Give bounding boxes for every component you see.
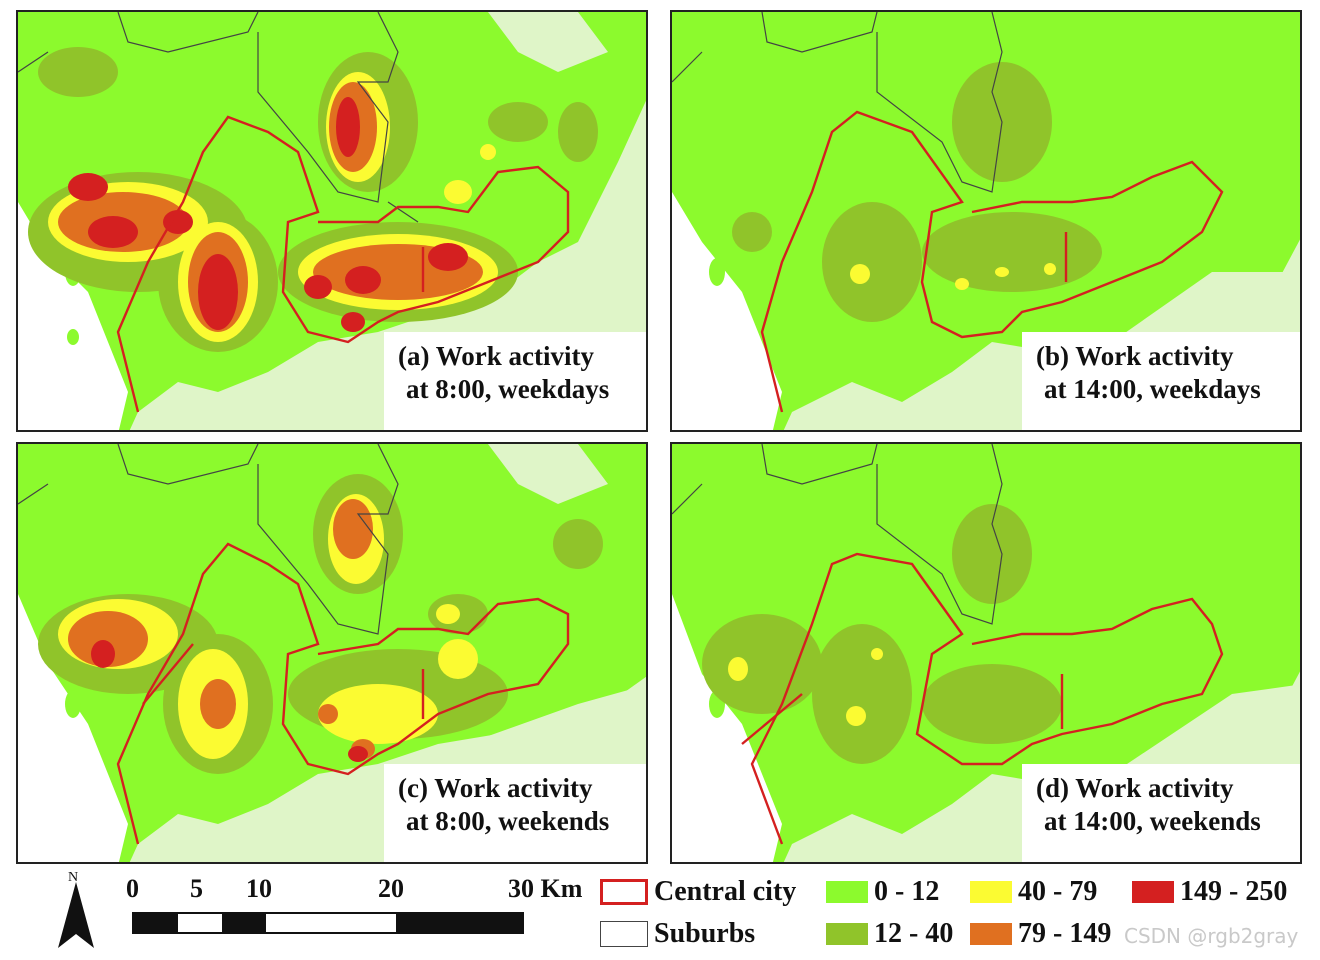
- legend-class-40-79: 40 - 79: [970, 876, 1097, 908]
- class-swatch: [826, 881, 868, 903]
- map-panel-d: (d) Work activity at 14:00, weekends: [670, 442, 1302, 864]
- legend-suburbs: Suburbs: [600, 918, 755, 950]
- heat-level-149-250: [68, 97, 468, 332]
- coast-island: [488, 444, 608, 504]
- watermark: CSDN @rgb2gray: [1124, 924, 1299, 948]
- panel-caption: (a) Work activity at 8:00, weekdays: [384, 332, 646, 430]
- caption-line-1: (b) Work activity: [1036, 341, 1234, 371]
- legend-class-12-40: 12 - 40: [826, 918, 953, 950]
- central-city-border: [760, 110, 1224, 413]
- suburb-border: [672, 444, 1003, 625]
- north-arrow-icon: [58, 882, 94, 948]
- caption-line-2: at 14:00, weekends: [1044, 806, 1261, 836]
- panel-caption: (b) Work activity at 14:00, weekdays: [1022, 332, 1300, 430]
- caption-line-1: (a) Work activity: [398, 341, 594, 371]
- legend-label: 40 - 79: [1018, 876, 1098, 907]
- suburb-border: [18, 444, 399, 635]
- central-city-border: [116, 542, 570, 845]
- scale-tick-30: 30 Km: [508, 874, 583, 903]
- suburb-border: [672, 12, 1003, 193]
- legend-class-0-12: 0 - 12: [826, 876, 939, 908]
- scale-tick-5: 5: [190, 874, 203, 903]
- sea-left: [672, 192, 782, 430]
- panel-caption: (d) Work activity at 14:00, weekends: [1022, 764, 1300, 862]
- caption-line-2: at 8:00, weekends: [406, 806, 610, 836]
- scale-tick-20: 20: [378, 874, 404, 903]
- scale-tick-10: 10: [246, 874, 272, 903]
- class-swatch: [826, 923, 868, 945]
- panel-caption: (c) Work activity at 8:00, weekends: [384, 764, 646, 862]
- scale-bar: [132, 912, 524, 934]
- caption-line-2: at 8:00, weekdays: [406, 374, 610, 404]
- legend-central-city: Central city: [600, 876, 796, 908]
- legend-label: 149 - 250: [1180, 876, 1288, 907]
- coast-island: [488, 12, 608, 72]
- caption-line-2: at 14:00, weekdays: [1044, 374, 1261, 404]
- land-area: [18, 444, 646, 862]
- class-swatch: [1132, 881, 1174, 903]
- legend-label: 0 - 12: [874, 876, 940, 907]
- heat-level-40-79: [728, 648, 883, 726]
- heat-level-12-40: [702, 504, 1062, 764]
- central-city-border: [750, 552, 1224, 845]
- heat-level-149-250: [91, 640, 368, 762]
- central-city-border: [116, 115, 570, 413]
- heat-level-40-79: [850, 263, 1056, 290]
- north-label: N: [68, 870, 79, 885]
- scale-tick-0: 0: [126, 874, 139, 903]
- legend-label: Suburbs: [654, 918, 756, 949]
- heat-level-12-40: [732, 62, 1102, 322]
- class-swatch: [970, 923, 1012, 945]
- map-panel-a: (a) Work activity at 8:00, weekdays: [16, 10, 648, 432]
- sea-left: [672, 594, 782, 862]
- central-city-swatch: [600, 879, 648, 905]
- class-swatch: [970, 881, 1012, 903]
- suburb-border: [18, 12, 419, 223]
- map-panel-c: (c) Work activity at 8:00, weekends: [16, 442, 648, 864]
- caption-line-1: (d) Work activity: [1036, 773, 1234, 803]
- legend-label: 79 - 149: [1018, 918, 1112, 949]
- legend-class-149-250: 149 - 250: [1132, 876, 1287, 908]
- map-a: [18, 12, 646, 430]
- caption-line-1: (c) Work activity: [398, 773, 593, 803]
- legend-class-79-149: 79 - 149: [970, 918, 1111, 950]
- legend-label: 12 - 40: [874, 918, 954, 949]
- suburbs-swatch: [600, 921, 648, 947]
- legend-label: Central city: [654, 876, 797, 907]
- map-panel-b: (b) Work activity at 14:00, weekdays: [670, 10, 1302, 432]
